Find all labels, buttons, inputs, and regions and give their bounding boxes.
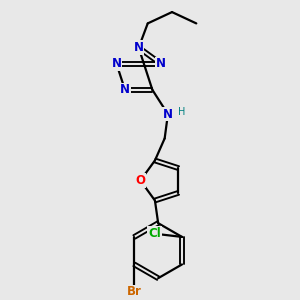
Text: N: N [120,83,130,96]
Text: Cl: Cl [148,227,161,240]
Text: O: O [135,174,146,187]
Text: N: N [163,108,173,121]
Text: N: N [156,57,166,70]
Text: N: N [134,41,144,54]
Text: Br: Br [127,285,142,298]
Text: N: N [112,57,122,70]
Text: H: H [178,106,185,116]
